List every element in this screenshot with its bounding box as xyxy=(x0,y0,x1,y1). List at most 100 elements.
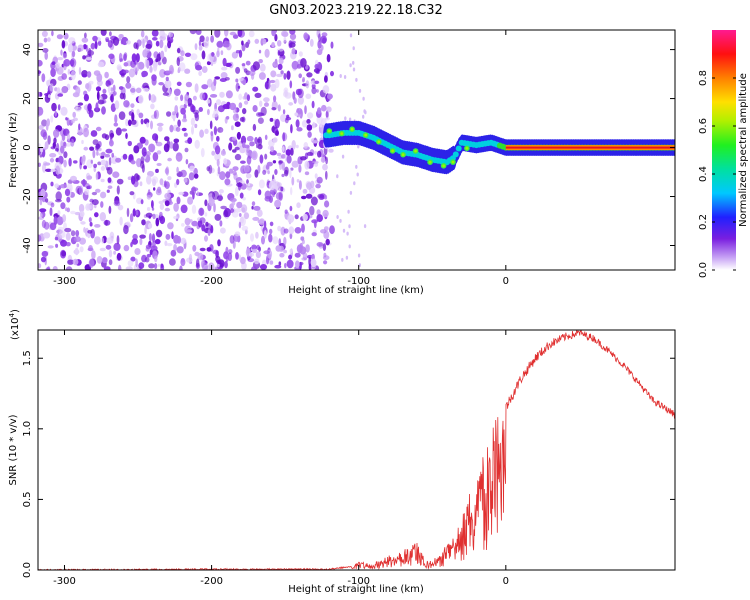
noise-speck xyxy=(322,243,327,252)
noise-speck xyxy=(90,130,98,137)
noise-speck xyxy=(257,138,261,143)
noise-speck xyxy=(95,188,101,193)
noise-speck xyxy=(61,40,66,49)
noise-speck xyxy=(136,174,141,181)
noise-speck xyxy=(127,176,133,180)
noise-speck xyxy=(228,142,233,151)
noise-speck xyxy=(269,260,274,265)
noise-speck xyxy=(277,50,280,56)
noise-speck xyxy=(278,245,284,252)
y-tick-label: 0.0 xyxy=(22,562,33,578)
noise-speck xyxy=(300,236,305,241)
y-tick-label: 0 xyxy=(22,144,33,150)
ridge-peak-core xyxy=(391,149,394,153)
noise-speck xyxy=(61,250,66,257)
noise-speck xyxy=(206,247,212,252)
noise-speck xyxy=(138,112,144,119)
noise-speck xyxy=(298,73,303,79)
noise-speck xyxy=(251,266,257,270)
noise-speck xyxy=(297,88,304,99)
noise-speck xyxy=(199,92,206,101)
noise-speck xyxy=(90,42,96,50)
noise-speck xyxy=(58,230,66,239)
ridge-peak-core xyxy=(442,164,445,168)
noise-speck xyxy=(41,119,48,127)
noise-speck xyxy=(278,191,283,201)
noise-speck xyxy=(87,185,92,190)
spectrogram-marks xyxy=(38,30,675,270)
noise-speck xyxy=(108,205,112,214)
snr-marks xyxy=(38,330,675,570)
ridge-peak-core xyxy=(377,140,381,144)
noise-speck xyxy=(254,137,258,144)
noise-speck xyxy=(121,128,128,132)
noise-speck xyxy=(211,190,220,200)
noise-speck xyxy=(241,225,249,231)
noise-speck xyxy=(188,172,195,181)
noise-speck xyxy=(91,250,96,260)
colorbar-tick-label: 0.8 xyxy=(698,70,709,86)
noise-speck xyxy=(100,191,107,199)
noise-speck xyxy=(220,205,227,210)
noise-speck xyxy=(118,86,124,90)
noise-speck xyxy=(123,224,129,235)
noise-speck xyxy=(306,151,314,156)
noise-speck xyxy=(159,69,166,78)
noise-speck xyxy=(356,172,359,177)
noise-speck xyxy=(234,153,242,161)
noise-speck xyxy=(192,244,197,252)
noise-speck xyxy=(97,61,105,68)
noise-speck xyxy=(288,254,293,260)
noise-speck xyxy=(300,58,307,68)
noise-speck xyxy=(71,50,76,58)
noise-speck xyxy=(172,142,179,152)
noise-speck xyxy=(87,233,91,239)
noise-speck xyxy=(123,244,130,252)
noise-speck xyxy=(302,213,309,221)
noise-speck xyxy=(131,53,137,63)
noise-speck xyxy=(306,72,313,78)
noise-speck xyxy=(107,85,111,94)
noise-speck xyxy=(188,253,193,262)
noise-speck xyxy=(94,40,98,50)
noise-speck xyxy=(195,30,202,35)
noise-speck xyxy=(130,160,136,165)
noise-speck xyxy=(64,227,72,233)
noise-speck xyxy=(214,152,221,162)
noise-speck xyxy=(95,172,99,181)
noise-speck xyxy=(280,226,286,236)
noise-speck xyxy=(278,160,284,164)
noise-speck xyxy=(44,141,49,150)
noise-speck xyxy=(173,138,180,144)
noise-speck xyxy=(256,244,260,250)
noise-speck xyxy=(139,238,143,246)
noise-speck xyxy=(88,245,93,251)
y-tick-label: -20 xyxy=(22,188,33,204)
noise-speck xyxy=(159,178,164,186)
noise-speck xyxy=(321,104,327,112)
noise-speck xyxy=(220,50,224,56)
noise-speck xyxy=(295,119,300,128)
colorbar-ticks: 0.0 0.2 0.4 0.6 0.8 xyxy=(698,70,736,278)
noise-speck xyxy=(232,170,237,176)
noise-speck xyxy=(165,233,171,240)
noise-speck xyxy=(57,93,63,97)
noise-speck xyxy=(263,250,270,255)
noise-speck xyxy=(214,30,221,38)
noise-speck xyxy=(319,123,323,128)
noise-speck xyxy=(302,188,308,194)
noise-speck xyxy=(296,63,302,69)
noise-speck xyxy=(257,189,262,196)
noise-speck xyxy=(99,212,107,222)
noise-speck xyxy=(270,83,277,92)
noise-speck xyxy=(55,165,60,175)
noise-speck xyxy=(220,72,228,79)
noise-speck xyxy=(55,62,61,69)
noise-speck xyxy=(164,45,168,53)
noise-speck xyxy=(262,38,267,45)
noise-speck xyxy=(286,114,290,119)
noise-speck xyxy=(185,159,189,165)
noise-speck xyxy=(139,181,143,187)
noise-speck xyxy=(107,185,113,189)
noise-speck xyxy=(148,93,151,101)
